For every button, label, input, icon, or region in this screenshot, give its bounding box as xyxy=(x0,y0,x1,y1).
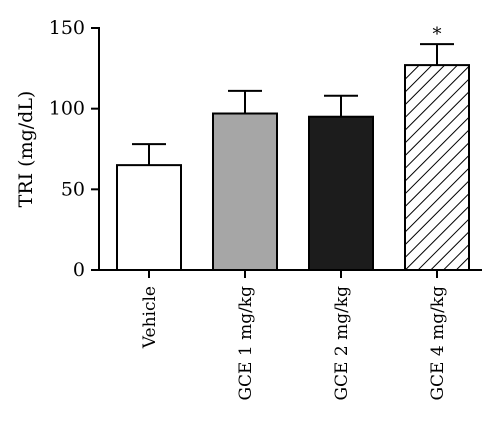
axes-group xyxy=(98,27,482,271)
x-tick-label: GCE 1 mg/kg xyxy=(236,286,256,401)
bars-group: * xyxy=(116,24,470,271)
bar-vehicle xyxy=(116,164,182,271)
bar-gce-4-mg-kg xyxy=(404,64,470,271)
y-tick-label: 0 xyxy=(73,259,85,281)
x-tick-label: GCE 2 mg/kg xyxy=(332,286,352,401)
y-tick-label: 50 xyxy=(61,178,85,200)
y-axis-label: TRI (mg/dL) xyxy=(15,91,37,208)
x-tick-label: Vehicle xyxy=(140,286,160,349)
bar-gce-1-mg-kg xyxy=(212,112,278,271)
bar-gce-2-mg-kg xyxy=(308,115,374,271)
significance-marker: * xyxy=(433,24,442,45)
x-tick-label: GCE 4 mg/kg xyxy=(428,286,448,401)
y-ticks-group: 0 50 100 150 xyxy=(49,17,99,281)
y-tick-label: 100 xyxy=(49,98,85,120)
y-tick-label: 150 xyxy=(49,17,85,39)
x-tick-labels-group: Vehicle GCE 1 mg/kg GCE 2 mg/kg GCE 4 mg/kg xyxy=(140,270,448,401)
